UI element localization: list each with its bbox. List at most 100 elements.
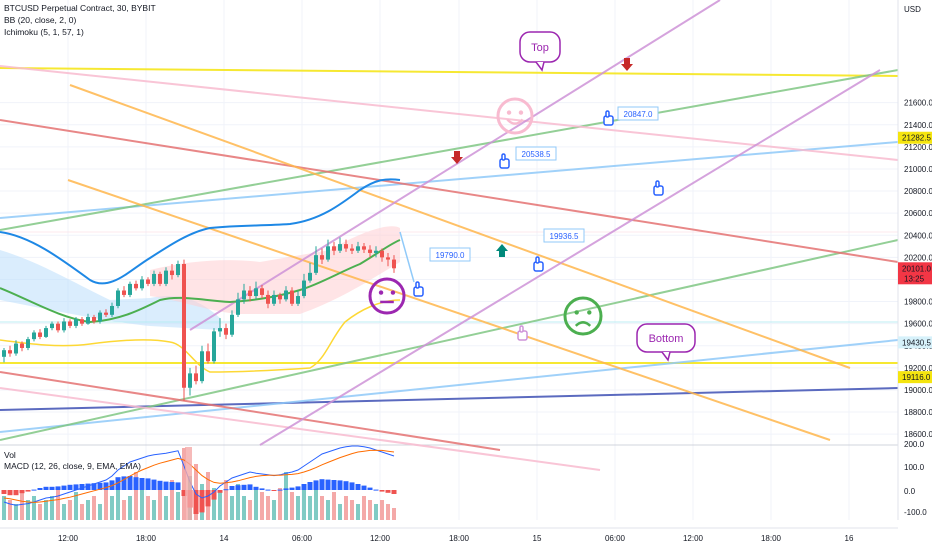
candle-body: [194, 373, 198, 382]
time-tick-label: 16: [845, 534, 854, 543]
volume-bar: [164, 496, 168, 520]
volume-bar: [74, 492, 78, 520]
candle-body: [152, 273, 156, 284]
volume-bar: [272, 500, 276, 520]
volume-bar: [362, 496, 366, 520]
candle-body: [182, 263, 186, 388]
macd-histogram-bar: [283, 488, 289, 490]
legend-symbol[interactable]: BTCUSD Perpetual Contract, 30, BYBIT: [4, 3, 156, 13]
macd-histogram-bar: [145, 478, 151, 490]
volume-bar: [224, 480, 228, 520]
macd-histogram-bar: [355, 484, 361, 490]
macd-histogram-bar: [211, 490, 217, 500]
candle-body: [158, 273, 162, 284]
volume-bar: [152, 500, 156, 520]
purple-channel-bottom: [259, 69, 881, 446]
macd-histogram-bar: [319, 479, 325, 490]
macd-histogram-bar: [157, 480, 163, 490]
arrow-down-icon: [621, 58, 633, 71]
pink-lower-line: [0, 387, 601, 471]
macd-histogram-bar: [349, 482, 355, 490]
volume-bar: [332, 492, 336, 520]
resistance-line-21282: [0, 67, 899, 77]
candle-body: [104, 312, 108, 315]
volume-bar: [356, 504, 360, 520]
candle-body: [266, 294, 270, 304]
volume-bar: [374, 504, 378, 520]
candle-body: [356, 246, 360, 251]
price-tick-label: 19200.0: [904, 364, 932, 373]
volume-bar: [266, 496, 270, 520]
ichimoku-cloud: [0, 226, 400, 330]
macd-histogram-bar: [91, 483, 97, 490]
volume-bar: [236, 484, 240, 520]
price-axis[interactable]: USD18600.018800.019000.019200.019400.019…: [897, 0, 932, 550]
candle-body: [92, 317, 96, 322]
volume-bar: [368, 500, 372, 520]
macd-histogram-bar: [343, 481, 349, 490]
hand-pointer-icon-finger: [519, 325, 524, 333]
macd-tick-label: 200.0: [904, 440, 925, 449]
price-tick-label: 20400.0: [904, 231, 932, 240]
green-channel-bottom: [0, 239, 899, 441]
time-axis[interactable]: 12:00 18:00 14 06:00 12:00 18:00 15 06:00 12:00 1…: [0, 527, 898, 543]
macd-histogram-bar: [139, 478, 145, 490]
macd-histogram-bar: [115, 477, 121, 490]
candle-body: [242, 290, 246, 300]
candle-body: [350, 248, 354, 251]
red-lower-line: [0, 371, 501, 451]
macd-histogram-bar: [229, 486, 235, 490]
volume-bar: [38, 504, 42, 520]
volume-bar: [302, 484, 306, 520]
macd-histogram-bar: [175, 482, 181, 490]
cloud-blue: [0, 250, 220, 330]
candle-body: [134, 283, 138, 289]
macd-histogram-bar: [241, 484, 247, 490]
volume-bar: [116, 480, 120, 520]
candle-body: [206, 351, 210, 362]
candle-body: [230, 314, 234, 335]
volume-bar: [218, 492, 222, 520]
macd-tick-label: 0.0: [904, 487, 916, 496]
candle-body: [374, 250, 378, 253]
legend-ichimoku[interactable]: Ichimoku (5, 1, 57, 1): [4, 27, 84, 37]
candle-body: [86, 317, 90, 324]
macd-histogram-bar: [13, 490, 19, 496]
macd-histogram-bar: [331, 480, 337, 490]
macd-tick-label: -100.0: [904, 508, 927, 517]
candle-body: [122, 290, 126, 295]
macd-histogram-bar: [121, 476, 127, 490]
macd-histogram-bar: [379, 490, 385, 492]
candle-body: [224, 328, 228, 335]
price-tick-label: 21600.0: [904, 99, 932, 108]
candle-body: [338, 244, 342, 251]
candle-body: [308, 272, 312, 281]
volume-bar: [98, 504, 102, 520]
legend-vol[interactable]: Vol: [4, 450, 16, 460]
volume-bar: [314, 488, 318, 520]
price-tick-label: 19600.0: [904, 320, 932, 329]
macd-histogram-bar: [127, 476, 133, 490]
legend-macd[interactable]: MACD (12, 26, close, 9, EMA, EMA): [4, 461, 141, 471]
macd-histogram-bar: [253, 486, 259, 490]
candle-body: [368, 249, 372, 253]
price-tick-label: 19000.0: [904, 386, 932, 395]
macd-histogram-bar: [271, 490, 277, 491]
macd-histogram-bar: [259, 488, 265, 490]
volume-bar: [326, 500, 330, 520]
projection-line: [399, 231, 415, 283]
macd-histogram-bar: [85, 483, 91, 490]
volume-bar: [2, 496, 6, 520]
price-badge-countdown: 13:25: [904, 274, 925, 283]
macd-histogram-bar: [25, 490, 31, 492]
smiley-neutral-icon-eye: [378, 290, 384, 295]
volume-bar: [134, 472, 138, 520]
legend-bb[interactable]: BB (20, close, 2, 0): [4, 15, 77, 25]
volume-bar: [62, 504, 66, 520]
candle-body: [290, 290, 294, 304]
hand-pointer-icon-finger: [501, 153, 506, 161]
macd-histogram-bar: [163, 481, 169, 490]
candle-body: [14, 343, 18, 354]
volume-bar: [86, 500, 90, 520]
